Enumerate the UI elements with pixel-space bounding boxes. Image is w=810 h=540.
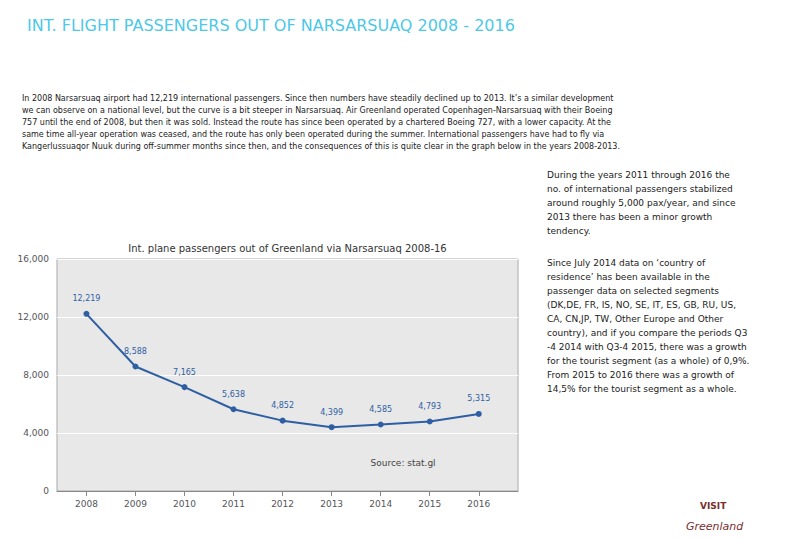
svg-text:2013 there has been a minor gr: 2013 there has been a minor growth — [547, 212, 712, 222]
svg-text:16,000: 16,000 — [18, 254, 50, 264]
svg-text:In 2008 Narsarsuaq airport had: In 2008 Narsarsuaq airport had 12,219 in… — [22, 94, 613, 103]
svg-text:5,315: 5,315 — [467, 394, 490, 403]
svg-text:2010: 2010 — [173, 499, 196, 509]
svg-text:residence’ has been available: residence’ has been available in the — [547, 272, 710, 282]
svg-text:8,588: 8,588 — [124, 347, 147, 356]
svg-text:4,000: 4,000 — [23, 428, 49, 438]
svg-text:14,5% for the tourist segment: 14,5% for the tourist segment as a whole… — [547, 384, 737, 394]
svg-text:4,793: 4,793 — [418, 402, 441, 411]
svg-text:12,000: 12,000 — [18, 312, 50, 322]
svg-text:4,585: 4,585 — [369, 405, 392, 414]
svg-text:tendency.: tendency. — [547, 226, 591, 236]
svg-text:(DK,DE, FR, IS, NO, SE, IT, ES: (DK,DE, FR, IS, NO, SE, IT, ES, GB, RU, … — [547, 300, 736, 310]
svg-text:Kangerlussuaqor Nuuk during of: Kangerlussuaqor Nuuk during off-summer m… — [22, 142, 620, 151]
svg-text:2014: 2014 — [369, 499, 392, 509]
svg-text:Greenland: Greenland — [686, 520, 744, 533]
svg-text:During the years 2011 through: During the years 2011 through 2016 the — [547, 170, 730, 180]
svg-text:4,852: 4,852 — [271, 401, 294, 410]
svg-text:0: 0 — [43, 486, 49, 496]
svg-text:VISIT: VISIT — [700, 501, 727, 511]
svg-text:around roughly 5,000 pax/year,: around roughly 5,000 pax/year, and since — [547, 198, 736, 208]
svg-text:8,000: 8,000 — [23, 370, 49, 380]
svg-text:2009: 2009 — [124, 499, 147, 509]
svg-text:we can observe on a national l: we can observe on a national level, but … — [22, 106, 612, 115]
svg-text:Source: stat.gl: Source: stat.gl — [370, 458, 435, 468]
svg-text:-4 2014 with Q3-4 2015, there: -4 2014 with Q3-4 2015, there was a grow… — [547, 342, 747, 352]
svg-text:757 until the end of 2008, but: 757 until the end of 2008, but then it w… — [22, 118, 611, 127]
svg-text:2016: 2016 — [467, 499, 490, 509]
svg-text:country), and if you compare t: country), and if you compare the periods… — [547, 328, 747, 338]
svg-text:CA, CN,JP, TW, Other Europe an: CA, CN,JP, TW, Other Europe and Other — [547, 314, 724, 324]
svg-text:Int. plane passengers out of G: Int. plane passengers out of Greenland v… — [128, 243, 446, 254]
svg-text:From 2015 to 2016 there was a: From 2015 to 2016 there was a growth of — [547, 370, 735, 380]
svg-text:same time all-year operation w: same time all-year operation was ceased,… — [22, 130, 604, 139]
svg-text:7,165: 7,165 — [173, 368, 196, 377]
svg-text:for the tourist segment (as a: for the tourist segment (as a whole) of … — [547, 356, 749, 366]
svg-text:12,219: 12,219 — [72, 294, 100, 303]
svg-text:INT. FLIGHT PASSENGERS OUT OF: INT. FLIGHT PASSENGERS OUT OF NARSARSUAQ… — [27, 16, 515, 35]
svg-text:2015: 2015 — [418, 499, 441, 509]
svg-text:no. of international passenger: no. of international passengers stabiliz… — [547, 184, 733, 194]
svg-text:2011: 2011 — [222, 499, 245, 509]
svg-text:5,638: 5,638 — [222, 390, 245, 399]
svg-text:4,399: 4,399 — [320, 408, 343, 417]
svg-text:2012: 2012 — [271, 499, 294, 509]
svg-text:2013: 2013 — [320, 499, 343, 509]
svg-text:Since July 2014 data on ‘count: Since July 2014 data on ‘country of — [547, 258, 706, 268]
svg-text:passenger data on selected seg: passenger data on selected segments — [547, 286, 719, 296]
svg-text:2008: 2008 — [75, 499, 98, 509]
